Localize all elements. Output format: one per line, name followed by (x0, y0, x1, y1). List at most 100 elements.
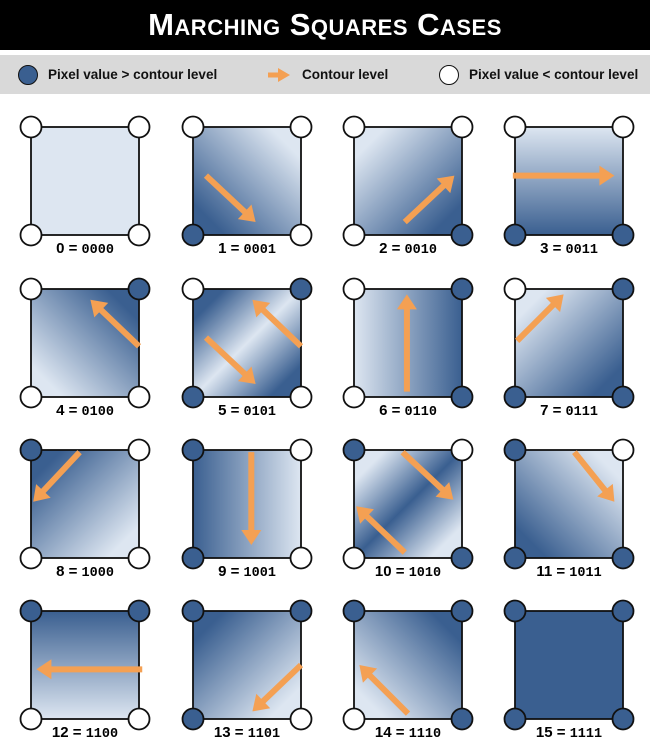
case-cell (19, 115, 151, 247)
case-square (30, 449, 140, 559)
equals-sign: = (226, 402, 244, 419)
dark-corner-dot (181, 546, 205, 570)
equals-sign: = (64, 402, 82, 419)
case-square (30, 288, 140, 398)
contour-arrow (252, 662, 304, 712)
equals-sign: = (552, 563, 570, 580)
equals-sign: = (548, 240, 566, 257)
legend-item-arrow: Contour level (266, 55, 388, 94)
contour-arrow (402, 175, 455, 225)
case-bits: 0001 (243, 243, 276, 258)
case-bits: 0010 (404, 243, 437, 258)
case-square (514, 126, 624, 236)
dark-corner-dot (181, 223, 205, 247)
dark-corner-dot (181, 438, 205, 462)
case-cell (19, 438, 151, 570)
case-number: 15 (535, 724, 553, 741)
case-square (192, 449, 302, 559)
legend: Pixel value > contour level Contour leve… (0, 55, 650, 94)
legend-item-above: Pixel value > contour level (18, 55, 217, 94)
contour-arrow (252, 299, 304, 349)
case-number: 10 (374, 563, 392, 580)
light-corner-dot (19, 385, 43, 409)
dark-corner-dot (611, 546, 635, 570)
case-square (514, 449, 624, 559)
equals-sign: = (64, 563, 82, 580)
dark-corner-dot (503, 707, 527, 731)
light-corner-dot (19, 707, 43, 731)
case-cell (342, 115, 474, 247)
case-number: 13 (213, 724, 231, 741)
light-corner-dot (289, 223, 313, 247)
dark-dot-icon (18, 64, 38, 85)
equals-sign: = (387, 240, 405, 257)
light-corner-dot (127, 707, 151, 731)
case-bits: 1110 (408, 727, 442, 742)
equals-sign: = (552, 724, 570, 741)
light-corner-dot (127, 546, 151, 570)
dark-corner-dot (611, 223, 635, 247)
dark-corner-dot (19, 438, 43, 462)
light-corner-dot (127, 115, 151, 139)
case-label: 4 = 0100 (25, 402, 145, 420)
legend-label-below: Pixel value < contour level (469, 67, 639, 82)
case-label: 11 = 1011 (509, 563, 629, 581)
light-corner-dot (289, 707, 313, 731)
dark-corner-dot (181, 599, 205, 623)
case-square (30, 126, 140, 236)
case-cell (181, 277, 313, 409)
case-label: 12 = 1100 (25, 724, 145, 742)
case-number: 4 (56, 402, 65, 419)
equals-sign: = (391, 724, 409, 741)
case-square (514, 610, 624, 720)
light-corner-dot (19, 115, 43, 139)
case-number: 5 (218, 402, 227, 419)
light-corner-dot (19, 277, 43, 301)
case-number: 7 (540, 402, 549, 419)
case-cell (503, 115, 635, 247)
contour-arrow (203, 335, 256, 384)
case-cell (503, 599, 635, 731)
light-corner-dot (450, 438, 474, 462)
contour-arrow (359, 665, 411, 716)
case-cell (181, 599, 313, 731)
contour-arrow (572, 450, 615, 502)
light-dot-icon (439, 64, 459, 85)
dark-corner-dot (611, 277, 635, 301)
case-bits: 1100 (85, 727, 119, 742)
case-label: 7 = 0111 (509, 402, 629, 420)
case-bits: 0110 (404, 405, 437, 420)
case-label: 5 = 0101 (187, 402, 307, 420)
case-number: 3 (540, 240, 549, 257)
case-label: 6 = 0110 (348, 402, 468, 420)
light-corner-dot (450, 115, 474, 139)
dark-corner-dot (289, 599, 313, 623)
dark-corner-dot (181, 707, 205, 731)
case-bits: 1001 (243, 566, 276, 581)
dark-corner-dot (127, 599, 151, 623)
dark-corner-dot (342, 438, 366, 462)
contour-arrow (241, 452, 262, 545)
contour-arrow (515, 294, 564, 343)
case-cell (19, 599, 151, 731)
title-bar: Marching Squares Cases (0, 0, 650, 50)
case-label: 13 = 1101 (187, 724, 307, 742)
light-corner-dot (127, 438, 151, 462)
light-corner-dot (503, 115, 527, 139)
case-label: 8 = 1000 (25, 563, 145, 581)
dark-corner-dot (450, 277, 474, 301)
light-corner-dot (127, 385, 151, 409)
contour-arrow (33, 450, 82, 502)
case-bits: 1101 (247, 727, 281, 742)
light-corner-dot (503, 277, 527, 301)
case-cell (342, 277, 474, 409)
legend-label-arrow: Contour level (302, 67, 389, 82)
case-label: 15 = 1111 (509, 724, 629, 742)
case-label: 10 = 1010 (348, 563, 468, 581)
page-title: Marching Squares Cases (148, 7, 502, 42)
dark-corner-dot (450, 385, 474, 409)
case-bits: 0000 (81, 243, 114, 258)
dark-corner-dot (611, 385, 635, 409)
case-cell (503, 277, 635, 409)
